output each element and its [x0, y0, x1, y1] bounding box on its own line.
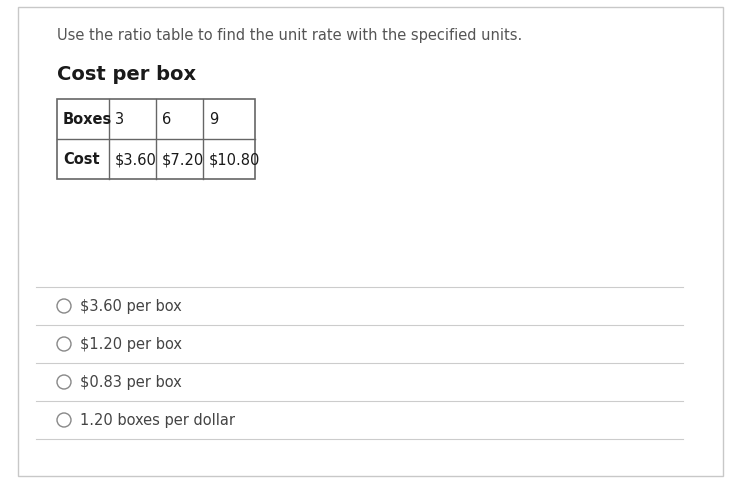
- Text: 1.20 boxes per dollar: 1.20 boxes per dollar: [80, 413, 235, 428]
- Text: $3.60: $3.60: [115, 152, 157, 167]
- Text: 3: 3: [115, 112, 124, 127]
- Bar: [57, 100, 255, 180]
- Text: $3.60 per box: $3.60 per box: [80, 299, 182, 314]
- Text: $0.83 per box: $0.83 per box: [80, 375, 182, 390]
- Text: $1.20 per box: $1.20 per box: [80, 337, 182, 352]
- Text: Use the ratio table to find the unit rate with the specified units.: Use the ratio table to find the unit rat…: [57, 28, 522, 43]
- Text: 6: 6: [162, 112, 171, 127]
- Text: Boxes: Boxes: [63, 112, 112, 127]
- Text: $7.20: $7.20: [162, 152, 205, 167]
- Text: 9: 9: [209, 112, 219, 127]
- Text: Cost: Cost: [63, 152, 99, 167]
- Text: $10.80: $10.80: [209, 152, 260, 167]
- Text: Cost per box: Cost per box: [57, 65, 196, 84]
